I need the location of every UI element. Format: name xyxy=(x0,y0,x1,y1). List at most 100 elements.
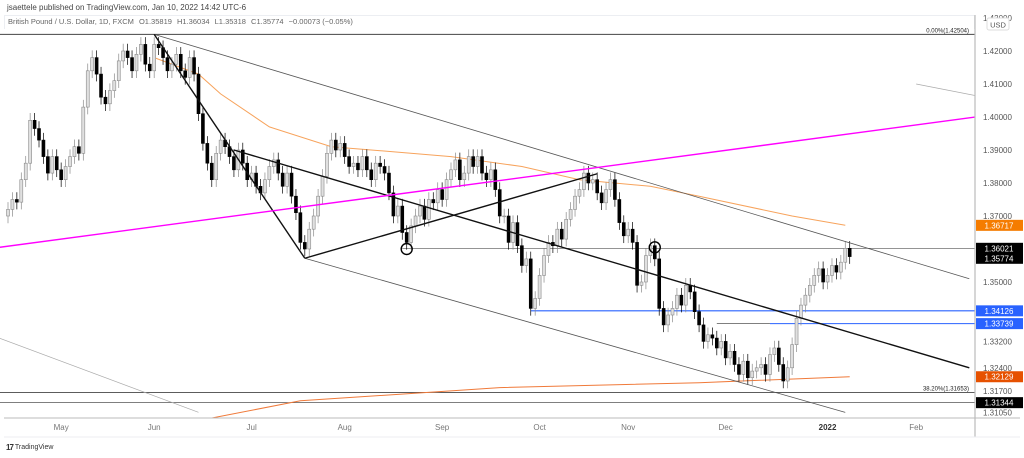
price-label-badge: 1.34126 xyxy=(976,305,1023,317)
candle xyxy=(537,268,542,306)
candle xyxy=(710,327,715,346)
candle xyxy=(365,149,369,178)
candle-body xyxy=(72,146,77,157)
candle xyxy=(218,132,223,161)
candle xyxy=(125,43,130,65)
candle xyxy=(812,268,817,293)
candle xyxy=(586,165,591,191)
candle-body xyxy=(599,192,604,204)
candle-body xyxy=(46,156,50,174)
candle xyxy=(794,311,799,352)
candle-body xyxy=(422,205,427,220)
symbol-name[interactable]: British Pound / U.S. Dollar, 1D, FXCM xyxy=(8,17,134,26)
candle xyxy=(617,192,622,230)
time-tick-label: Sep xyxy=(435,423,450,432)
candle-body xyxy=(10,199,15,210)
candle-body xyxy=(471,156,475,167)
candle-body xyxy=(218,139,223,154)
candle xyxy=(285,165,289,194)
candle-body xyxy=(334,139,338,151)
candle-body xyxy=(232,156,236,171)
candle xyxy=(116,53,121,88)
trend-line xyxy=(153,33,306,259)
candle xyxy=(303,235,307,257)
price-tick-label: 1.37000 xyxy=(983,212,1012,221)
candle xyxy=(418,198,422,224)
candle xyxy=(112,73,117,98)
candle xyxy=(759,357,763,376)
candle-body xyxy=(697,311,701,326)
candle-body xyxy=(289,172,294,197)
candle xyxy=(639,274,644,293)
candle xyxy=(626,221,631,244)
candle-body xyxy=(466,156,471,174)
candle xyxy=(772,340,777,362)
candle-body xyxy=(688,284,693,293)
candle xyxy=(63,159,68,187)
candle-body xyxy=(391,192,396,217)
candle-body xyxy=(165,57,170,72)
candle-body xyxy=(178,53,183,72)
candle-body xyxy=(134,53,139,72)
candle-body xyxy=(6,209,10,217)
candle xyxy=(41,132,46,164)
price-label-badge: 1.31344 xyxy=(976,397,1023,409)
candle xyxy=(834,258,839,280)
price-label-text: 1.32129 xyxy=(985,373,1014,382)
candle xyxy=(635,235,639,293)
candle xyxy=(103,89,108,112)
candle xyxy=(54,149,59,178)
candle-body xyxy=(728,350,732,359)
candle xyxy=(843,241,848,270)
candle xyxy=(147,56,152,79)
price-label-bg xyxy=(976,305,1023,317)
candle-body xyxy=(475,156,480,167)
pivot-circle-marker xyxy=(400,242,413,256)
candle-body xyxy=(506,215,511,243)
candle xyxy=(37,121,41,148)
trend-line xyxy=(233,149,970,369)
candle xyxy=(803,287,808,313)
candle-body xyxy=(276,159,281,174)
price-tick-label: 1.38000 xyxy=(983,179,1012,188)
candle xyxy=(263,172,267,201)
candle xyxy=(533,291,537,316)
candle-body xyxy=(28,120,32,164)
candle xyxy=(697,304,701,333)
price-chart[interactable]: 0.00%(1.42504)38.20%(1.31653)1.430001.42… xyxy=(0,0,1024,440)
candle-body xyxy=(564,219,568,240)
candle-body xyxy=(139,44,143,55)
ohlc-close: C1.35774 xyxy=(251,17,284,26)
candle-body xyxy=(112,80,117,91)
candle-body xyxy=(489,169,493,181)
price-label-text: 1.31344 xyxy=(985,399,1014,408)
candle xyxy=(506,208,511,250)
footer-brand[interactable]: TradingView xyxy=(14,444,54,451)
candle-body xyxy=(675,294,679,309)
candle xyxy=(298,205,303,250)
candle xyxy=(466,149,471,181)
candle-body xyxy=(843,248,848,263)
candle-body xyxy=(156,44,161,49)
candle xyxy=(524,251,529,273)
candle xyxy=(369,162,374,187)
candle-body xyxy=(85,70,90,108)
candle xyxy=(378,155,382,174)
candle xyxy=(449,162,453,187)
trend-line xyxy=(154,33,970,280)
candle-body xyxy=(666,314,670,326)
candle-body xyxy=(657,258,662,309)
candle xyxy=(480,149,484,181)
candle xyxy=(311,208,316,237)
candle xyxy=(187,50,192,85)
candle-body xyxy=(108,90,112,105)
trend-line xyxy=(0,116,975,248)
currency-badge: USD xyxy=(986,17,1010,31)
candle-body xyxy=(298,212,303,243)
candle-body xyxy=(396,205,400,217)
candle xyxy=(528,251,533,316)
candle xyxy=(542,248,546,283)
candle xyxy=(10,192,15,217)
candle-body xyxy=(737,364,741,375)
price-tick-label: 1.32400 xyxy=(983,364,1012,373)
